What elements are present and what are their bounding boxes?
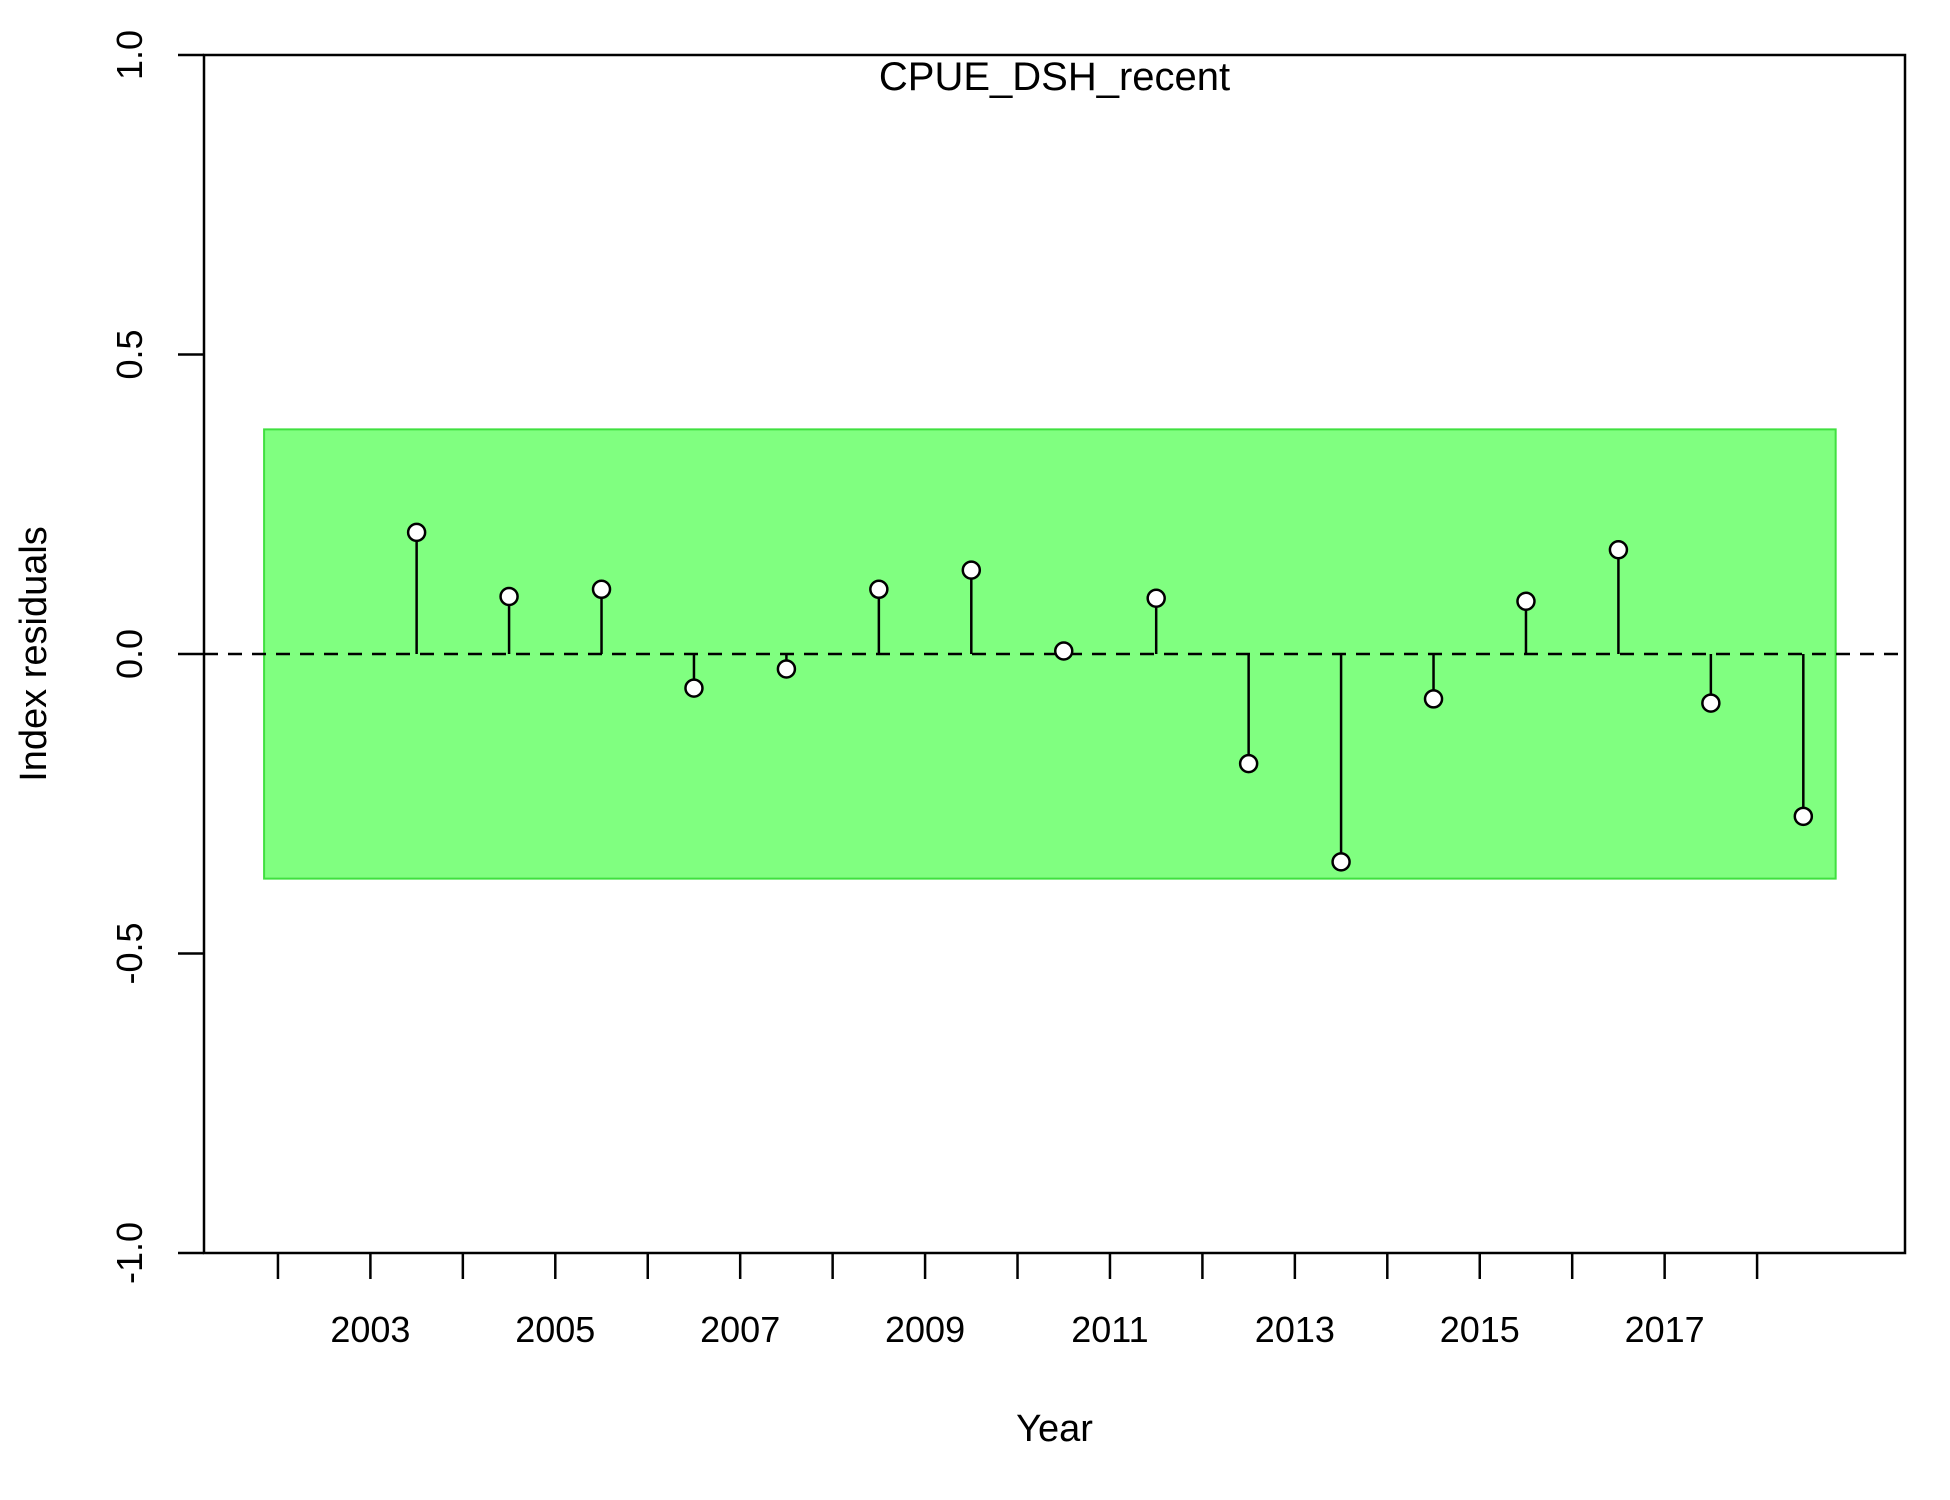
residual-point [1146, 588, 1166, 609]
residual-point [684, 678, 704, 698]
x-tick-label: 2013 [1255, 1309, 1335, 1350]
residual-point [1793, 806, 1814, 827]
residual-point [1238, 753, 1259, 774]
residual-point [1331, 852, 1351, 872]
residual-point [499, 586, 519, 607]
x-tick-label: 2015 [1440, 1309, 1520, 1350]
y-tick-label: 0.0 [109, 629, 150, 679]
y-tick-label: 1.0 [109, 30, 150, 80]
x-tick-label: 2007 [700, 1309, 780, 1350]
residual-point [776, 659, 797, 679]
x-tick-label: 2005 [515, 1309, 595, 1350]
x-tick-label: 2003 [330, 1309, 410, 1350]
residual-marks [406, 522, 1814, 872]
x-tick-label: 2017 [1625, 1309, 1705, 1350]
y-tick-label: 0.5 [109, 329, 150, 379]
x-axis-label: Year [1016, 1408, 1093, 1450]
x-axis-ticks: 2003 2005 2007 2009 2011 2013 2015 2017 [276, 1253, 1759, 1350]
y-tick-label: -0.5 [109, 922, 150, 984]
residual-point [1423, 689, 1444, 709]
plot-frame [202, 53, 1907, 1255]
y-axis-label: Index residuals [13, 526, 55, 782]
residual-point [591, 579, 612, 600]
x-tick-label: 2011 [1071, 1309, 1148, 1350]
y-tick-label: -1.0 [109, 1222, 150, 1284]
residual-point [1608, 540, 1629, 560]
y-axis-ticks: -1.0 -0.5 0.0 0.5 1.0 [109, 30, 204, 1284]
x-tick-label: 2009 [885, 1309, 965, 1350]
residual-point [1701, 693, 1721, 713]
residual-point [1053, 641, 1074, 661]
residual-point [1516, 591, 1536, 612]
chart-title: CPUE_DSH_recent [879, 55, 1230, 99]
residual-point [961, 560, 982, 580]
residual-point [869, 579, 889, 600]
residual-point [406, 522, 427, 543]
